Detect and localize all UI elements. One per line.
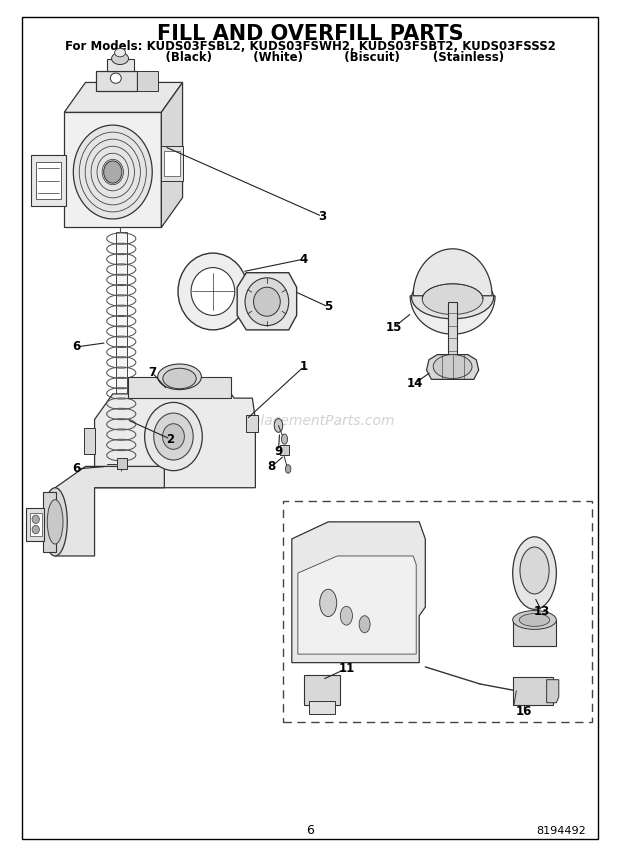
- Text: 8: 8: [268, 460, 276, 473]
- Text: 14: 14: [406, 377, 423, 390]
- Polygon shape: [246, 415, 259, 432]
- Ellipse shape: [520, 547, 549, 594]
- Ellipse shape: [320, 589, 337, 616]
- Polygon shape: [292, 522, 425, 663]
- Polygon shape: [513, 620, 556, 645]
- Polygon shape: [128, 377, 231, 398]
- Polygon shape: [64, 112, 161, 228]
- Ellipse shape: [32, 526, 39, 534]
- Polygon shape: [413, 249, 492, 296]
- Ellipse shape: [340, 606, 353, 625]
- Polygon shape: [116, 232, 126, 462]
- Polygon shape: [280, 445, 289, 455]
- Polygon shape: [547, 680, 559, 703]
- Polygon shape: [84, 428, 95, 454]
- Ellipse shape: [254, 288, 280, 316]
- Ellipse shape: [47, 500, 63, 544]
- Polygon shape: [55, 467, 164, 556]
- Ellipse shape: [412, 276, 494, 318]
- Ellipse shape: [110, 73, 122, 83]
- Polygon shape: [513, 677, 553, 705]
- Text: 11: 11: [339, 662, 355, 675]
- Polygon shape: [161, 82, 182, 228]
- Ellipse shape: [163, 368, 196, 389]
- Ellipse shape: [274, 419, 283, 432]
- Text: (Black)          (White)          (Biscuit)        (Stainless): (Black) (White) (Biscuit) (Stainless): [116, 51, 504, 64]
- Polygon shape: [117, 458, 126, 469]
- Ellipse shape: [154, 413, 193, 460]
- Text: 6: 6: [73, 341, 81, 354]
- Text: 1: 1: [300, 360, 308, 373]
- Polygon shape: [448, 301, 457, 361]
- Ellipse shape: [178, 253, 248, 330]
- Text: 6: 6: [306, 824, 314, 837]
- Text: 15: 15: [386, 321, 402, 334]
- Polygon shape: [107, 58, 134, 71]
- Text: 4: 4: [300, 253, 308, 265]
- Ellipse shape: [513, 537, 556, 609]
- Ellipse shape: [115, 48, 125, 56]
- Text: 5: 5: [324, 300, 332, 313]
- Polygon shape: [410, 296, 495, 334]
- Ellipse shape: [191, 268, 235, 315]
- Text: eReplacementParts.com: eReplacementParts.com: [225, 414, 395, 428]
- Text: 8194492: 8194492: [536, 826, 586, 835]
- Polygon shape: [64, 82, 182, 112]
- Ellipse shape: [520, 614, 550, 627]
- Polygon shape: [31, 155, 66, 206]
- Polygon shape: [36, 162, 61, 199]
- Ellipse shape: [157, 364, 202, 389]
- Ellipse shape: [422, 284, 483, 314]
- Polygon shape: [304, 675, 340, 705]
- Polygon shape: [309, 701, 335, 714]
- Text: For Models: KUDS03FSBL2, KUDS03FSWH2, KUDS03FSBT2, KUDS03FSSS2: For Models: KUDS03FSBL2, KUDS03FSWH2, KU…: [64, 40, 556, 53]
- Polygon shape: [95, 394, 255, 488]
- Ellipse shape: [43, 488, 67, 556]
- Ellipse shape: [112, 52, 128, 64]
- Polygon shape: [96, 71, 137, 91]
- Ellipse shape: [162, 424, 184, 449]
- Polygon shape: [26, 508, 44, 541]
- Text: FILL AND OVERFILL PARTS: FILL AND OVERFILL PARTS: [157, 24, 463, 44]
- Polygon shape: [298, 556, 416, 654]
- Ellipse shape: [281, 434, 288, 444]
- Text: 2: 2: [166, 432, 174, 446]
- Text: 13: 13: [534, 605, 550, 618]
- Text: 6: 6: [73, 462, 81, 475]
- Ellipse shape: [513, 610, 556, 629]
- Ellipse shape: [245, 278, 289, 325]
- Text: 7: 7: [148, 366, 156, 379]
- Bar: [283, 501, 592, 722]
- Ellipse shape: [104, 161, 122, 183]
- Ellipse shape: [73, 125, 153, 219]
- Polygon shape: [161, 146, 182, 181]
- Polygon shape: [30, 514, 42, 536]
- Ellipse shape: [285, 465, 291, 473]
- Ellipse shape: [359, 615, 370, 633]
- Text: 3: 3: [318, 210, 326, 223]
- Text: 9: 9: [274, 444, 283, 458]
- Polygon shape: [137, 71, 158, 91]
- Text: 16: 16: [515, 704, 532, 718]
- Polygon shape: [164, 151, 180, 176]
- Ellipse shape: [433, 354, 472, 378]
- Polygon shape: [237, 273, 296, 330]
- Polygon shape: [43, 492, 56, 552]
- Ellipse shape: [32, 515, 39, 524]
- Polygon shape: [427, 354, 479, 379]
- Ellipse shape: [144, 402, 202, 471]
